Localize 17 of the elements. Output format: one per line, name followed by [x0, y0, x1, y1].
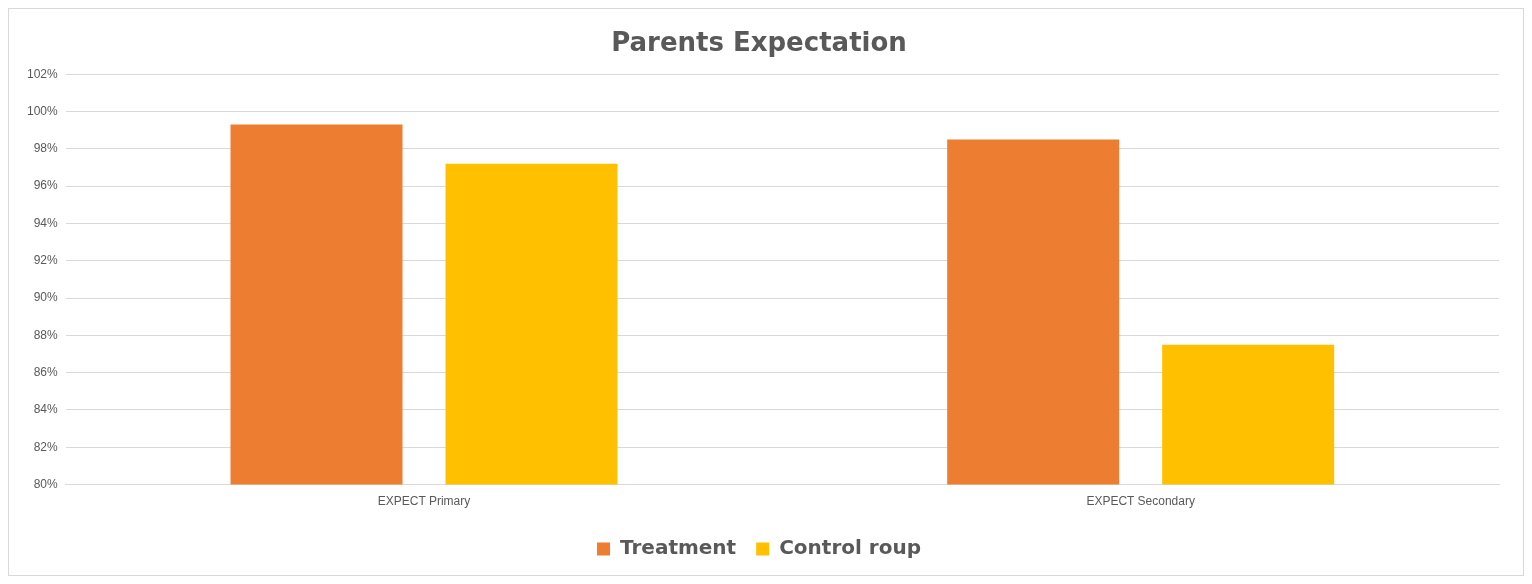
y-tick-label: 90% [33, 290, 59, 305]
y-tick-label: 84% [33, 402, 59, 417]
legend-label: Control roup [779, 535, 921, 560]
y-tick-label: 102% [26, 66, 59, 81]
y-tick-label: 92% [33, 253, 59, 268]
legend-label: Treatment [620, 535, 737, 560]
y-tick-label: 100% [26, 103, 59, 118]
y-tick-label: 96% [33, 178, 59, 193]
y-tick-label: 86% [33, 364, 59, 379]
y-tick-label: 98% [33, 141, 59, 156]
x-tick-label: EXPECT Secondary [1086, 494, 1195, 509]
chart-title: Parents Expectation [611, 27, 907, 58]
y-tick-label: 80% [33, 476, 59, 491]
y-tick-label: 94% [33, 215, 59, 230]
x-tick-label: EXPECT Primary [377, 494, 471, 509]
y-tick-label: 82% [33, 439, 59, 454]
y-tick-label: 88% [33, 327, 59, 342]
